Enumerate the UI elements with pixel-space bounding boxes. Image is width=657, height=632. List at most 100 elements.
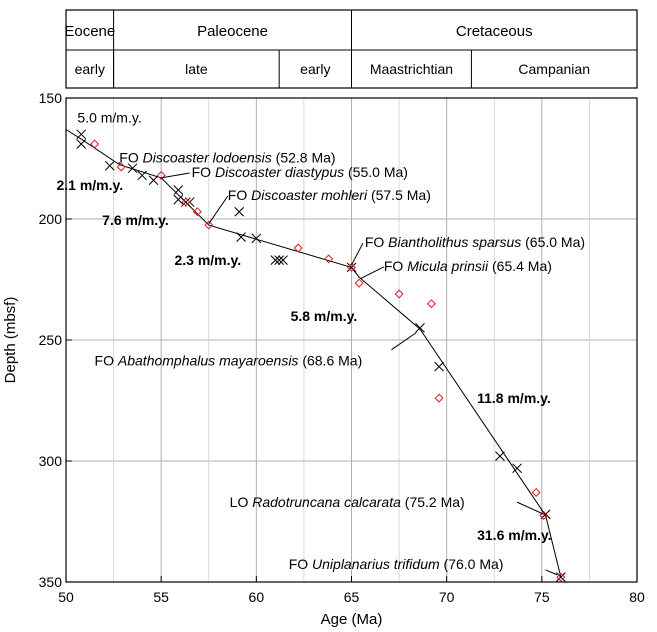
datum-prefix: LO	[230, 494, 253, 510]
x-marker	[76, 139, 87, 149]
leader-line	[161, 172, 190, 179]
x-marker-stroke	[346, 262, 357, 273]
x-tick-label: 55	[153, 589, 169, 605]
leader-line	[391, 332, 417, 351]
x-marker-stroke	[434, 361, 444, 372]
diamond-marker	[181, 197, 191, 207]
x-marker-stroke	[495, 451, 505, 462]
x-marker-stroke	[181, 197, 191, 207]
x-marker	[274, 255, 285, 265]
x-marker-stroke	[76, 139, 87, 149]
diamond-marker	[346, 262, 357, 272]
diamond-marker	[556, 572, 566, 582]
x-marker	[148, 175, 159, 186]
datum-prefix: FO	[192, 164, 215, 180]
stage-label: early	[300, 61, 330, 77]
plot-frame	[65, 97, 638, 583]
y-tick-label: 150	[39, 90, 63, 106]
x-marker	[173, 194, 184, 205]
x-marker-stroke	[274, 255, 285, 265]
x-tick-label: 60	[249, 589, 265, 605]
x-marker	[346, 262, 357, 273]
stratigraphy-table: Eocene Paleocene Cretaceous early late early M…	[64, 9, 638, 89]
x-marker	[181, 197, 191, 207]
x-marker	[434, 361, 444, 372]
x-marker-stroke	[173, 194, 184, 205]
datum-species: Micula prinsii	[407, 258, 489, 274]
y-tick-label: 350	[39, 574, 63, 590]
x-marker	[127, 163, 138, 174]
diamond-marker	[293, 243, 303, 253]
x-marker-stroke	[127, 163, 138, 174]
x-tick-label: 75	[534, 589, 550, 605]
x-marker-stroke	[137, 170, 147, 181]
datum-species: Discoaster diastypus	[215, 164, 344, 180]
y-tick-label: 200	[39, 211, 63, 227]
y-axis-label: Depth (mbsf)	[2, 297, 19, 384]
datum-species: Biantholithus sparsus	[388, 234, 521, 250]
diamond-marker	[90, 139, 100, 149]
datum-species: Abathomphalus mayaroensis	[117, 353, 299, 369]
leader-line	[516, 501, 544, 515]
x-marker	[173, 185, 184, 195]
datum-label: FO Abathomphalus mayaroensis (68.6 Ma)	[95, 353, 363, 369]
x-marker	[556, 572, 566, 583]
datum-prefix: FO	[228, 187, 251, 203]
x-marker	[270, 255, 281, 265]
epoch-label: Eocene	[64, 23, 115, 40]
datum-species: Discoaster mohleri	[251, 187, 368, 203]
rate-label: 5.0 m/m.y.	[77, 109, 141, 125]
x-marker-stroke	[76, 129, 87, 140]
diamond-marker	[539, 510, 549, 520]
diamond-marker	[434, 393, 444, 403]
rate-label: 2.1 m/m.y.	[56, 177, 123, 193]
x-marker-stroke	[173, 185, 184, 195]
leader-line	[351, 242, 364, 266]
leader-line	[208, 195, 229, 225]
x-marker-stroke	[270, 255, 281, 265]
x-marker-stroke	[104, 160, 115, 171]
datum-age: (76.0 Ma)	[440, 556, 504, 572]
y-tick-label: 300	[39, 453, 63, 469]
datum-label: FO Discoaster mohleri (57.5 Ma)	[228, 187, 431, 203]
diamond-marker	[204, 220, 214, 230]
x-marker	[234, 206, 245, 217]
datum-species: Radotruncana calcarata	[252, 494, 401, 510]
x-marker	[137, 170, 147, 181]
datum-species: Discoaster lodoensis	[143, 149, 272, 165]
datum-label: FO Discoaster lodoensis (52.8 Ma)	[119, 149, 335, 165]
datum-species: Uniplanarius trifidum	[312, 556, 440, 572]
rate-label: 2.3 m/m.y.	[174, 252, 241, 268]
grid	[66, 98, 637, 582]
x-tick-label: 80	[629, 589, 645, 605]
diamond-marker	[116, 162, 126, 172]
x-tick-label: 65	[344, 589, 360, 605]
datum-age: (65.4 Ma)	[488, 258, 552, 274]
x-marker-stroke	[236, 232, 246, 243]
x-marker	[278, 255, 288, 265]
datum-label: FO Micula prinsii (65.4 Ma)	[384, 258, 552, 274]
datum-prefix: FO	[95, 353, 118, 369]
diamond-marker	[192, 207, 202, 217]
datum-prefix: FO	[365, 234, 388, 250]
x-marker	[76, 129, 87, 140]
epoch-label: Paleocene	[197, 23, 268, 40]
stage-label: Maastrichtian	[370, 61, 453, 77]
datum-prefix: FO	[289, 556, 312, 572]
y-tick-label: 250	[39, 332, 63, 348]
x-axis-label: Age (Ma)	[321, 611, 383, 628]
datum-age: (65.0 Ma)	[521, 234, 585, 250]
rate-label: 5.8 m/m.y.	[291, 308, 358, 324]
x-marker-stroke	[251, 233, 262, 244]
x-tick-label: 70	[439, 589, 455, 605]
datum-age: (57.5 Ma)	[367, 187, 431, 203]
age-model-segment	[65, 129, 562, 578]
diamond-marker	[156, 170, 166, 180]
x-tick-label: 50	[58, 589, 74, 605]
datum-age: (55.0 Ma)	[344, 164, 408, 180]
x-marker	[495, 451, 505, 462]
x-marker-stroke	[234, 206, 245, 217]
diamond-marker	[426, 299, 436, 309]
stage-label: early	[75, 61, 105, 77]
